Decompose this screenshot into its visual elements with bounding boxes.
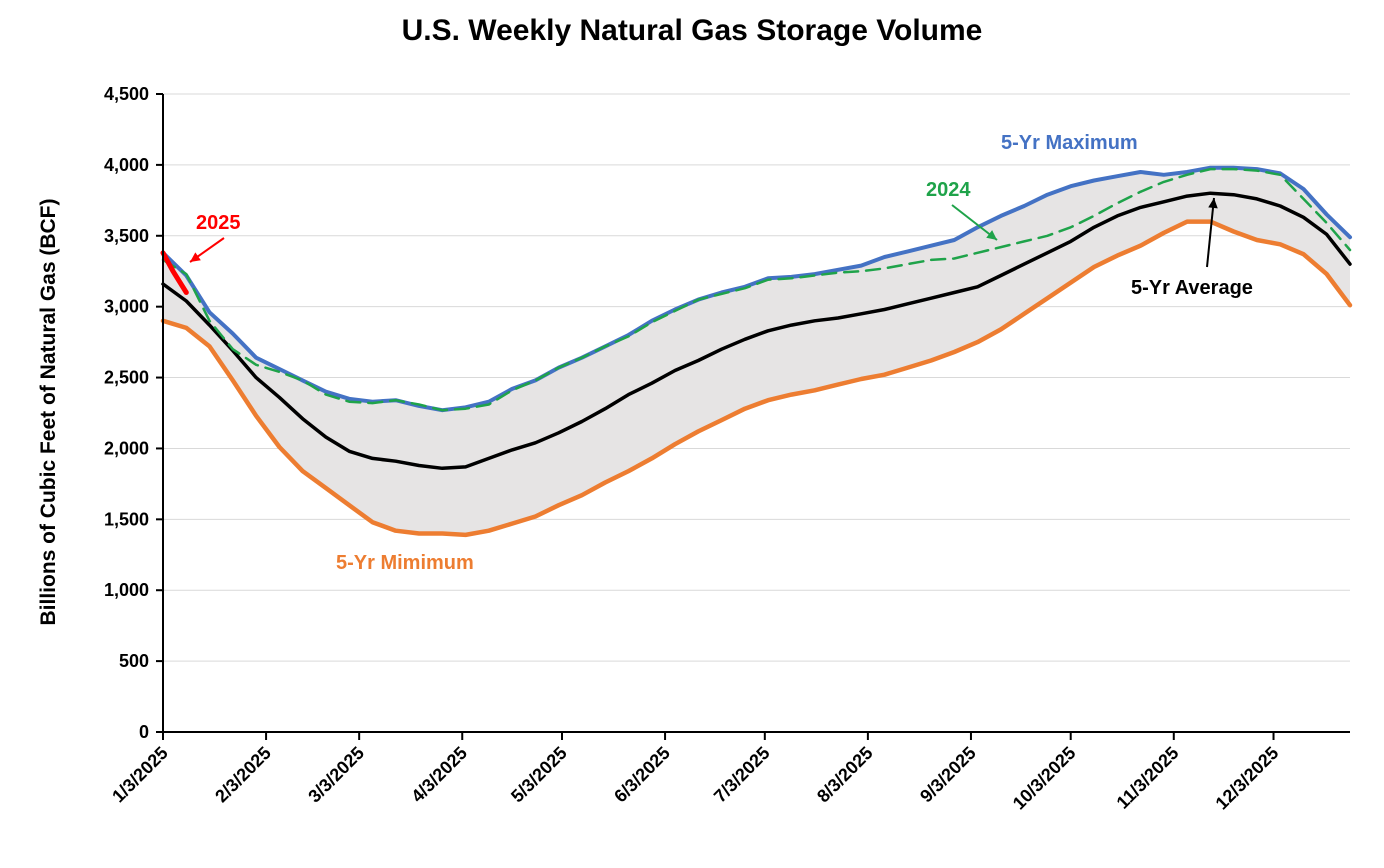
annotation-2024: 2024 (926, 179, 971, 201)
series-lines (160, 165, 1353, 538)
y-tick-label: 2,000 (104, 438, 149, 458)
y-tick-label: 1,000 (104, 580, 149, 600)
y-tick-label: 2,500 (104, 368, 149, 388)
x-tick-label: 3/3/2025 (304, 743, 368, 807)
annotation-5yr-minimum: 5-Yr Mimimum (336, 552, 474, 574)
x-tick-label: 1/3/2025 (108, 743, 172, 807)
y-axis-label: Billions of Cubic Feet of Natural Gas (B… (37, 198, 60, 625)
series-line-2024 (161, 167, 1352, 412)
x-tick-labels: 1/3/2025 2/3/2025 3/3/2025 4/3/2025 5/3/2025… (108, 743, 1282, 814)
x-tick-label: 11/3/2025 (1113, 743, 1183, 813)
annotation-arrow-2024 (951, 204, 998, 241)
y-tick-label: 4,000 (104, 155, 149, 175)
x-tick-label: 2/3/2025 (211, 743, 275, 807)
y-tick-label: 1,500 (104, 509, 149, 529)
min-max-band (163, 167, 1350, 535)
y-tick-labels: 0 500 1,000 1,500 2,000 2,500 3,000 3,500 4,000 4… (104, 84, 149, 742)
axes (156, 93, 1350, 740)
y-tick-label: 3,000 (104, 297, 149, 317)
y-tick-label: 3,500 (104, 226, 149, 246)
annotations: 5-Yr Maximum 2024 2025 5-Yr Average 5-Yr… (189, 132, 1253, 574)
x-tick-label: 10/3/2025 (1009, 743, 1080, 814)
annotation-arrow-5yr-average (1206, 197, 1218, 268)
annotation-5yr-average: 5-Yr Average (1131, 277, 1253, 299)
annotation-5yr-maximum: 5-Yr Maximum (1001, 132, 1138, 154)
y-tick-label: 500 (119, 651, 149, 671)
series-line-5-yr-mimimum (160, 219, 1353, 538)
x-tick-label: 5/3/2025 (507, 743, 571, 807)
x-tick-label: 12/3/2025 (1212, 743, 1283, 814)
x-tick-label: 9/3/2025 (916, 743, 980, 807)
x-tick-label: 7/3/2025 (710, 743, 774, 807)
series-line-2025 (160, 250, 189, 295)
annotation-2025: 2025 (196, 212, 241, 234)
x-tick-label: 6/3/2025 (610, 743, 674, 807)
chart-title: U.S. Weekly Natural Gas Storage Volume (401, 14, 983, 47)
x-tick-label: 8/3/2025 (813, 743, 877, 807)
annotation-arrow-2025 (189, 237, 225, 263)
x-tick-label: 4/3/2025 (407, 743, 471, 807)
y-tick-label: 4,500 (104, 84, 149, 104)
series-line-5-yr-maximum (161, 165, 1352, 413)
series-line-5-yr-average (161, 191, 1352, 471)
band-area (163, 167, 1350, 535)
y-tick-label: 0 (139, 722, 149, 742)
